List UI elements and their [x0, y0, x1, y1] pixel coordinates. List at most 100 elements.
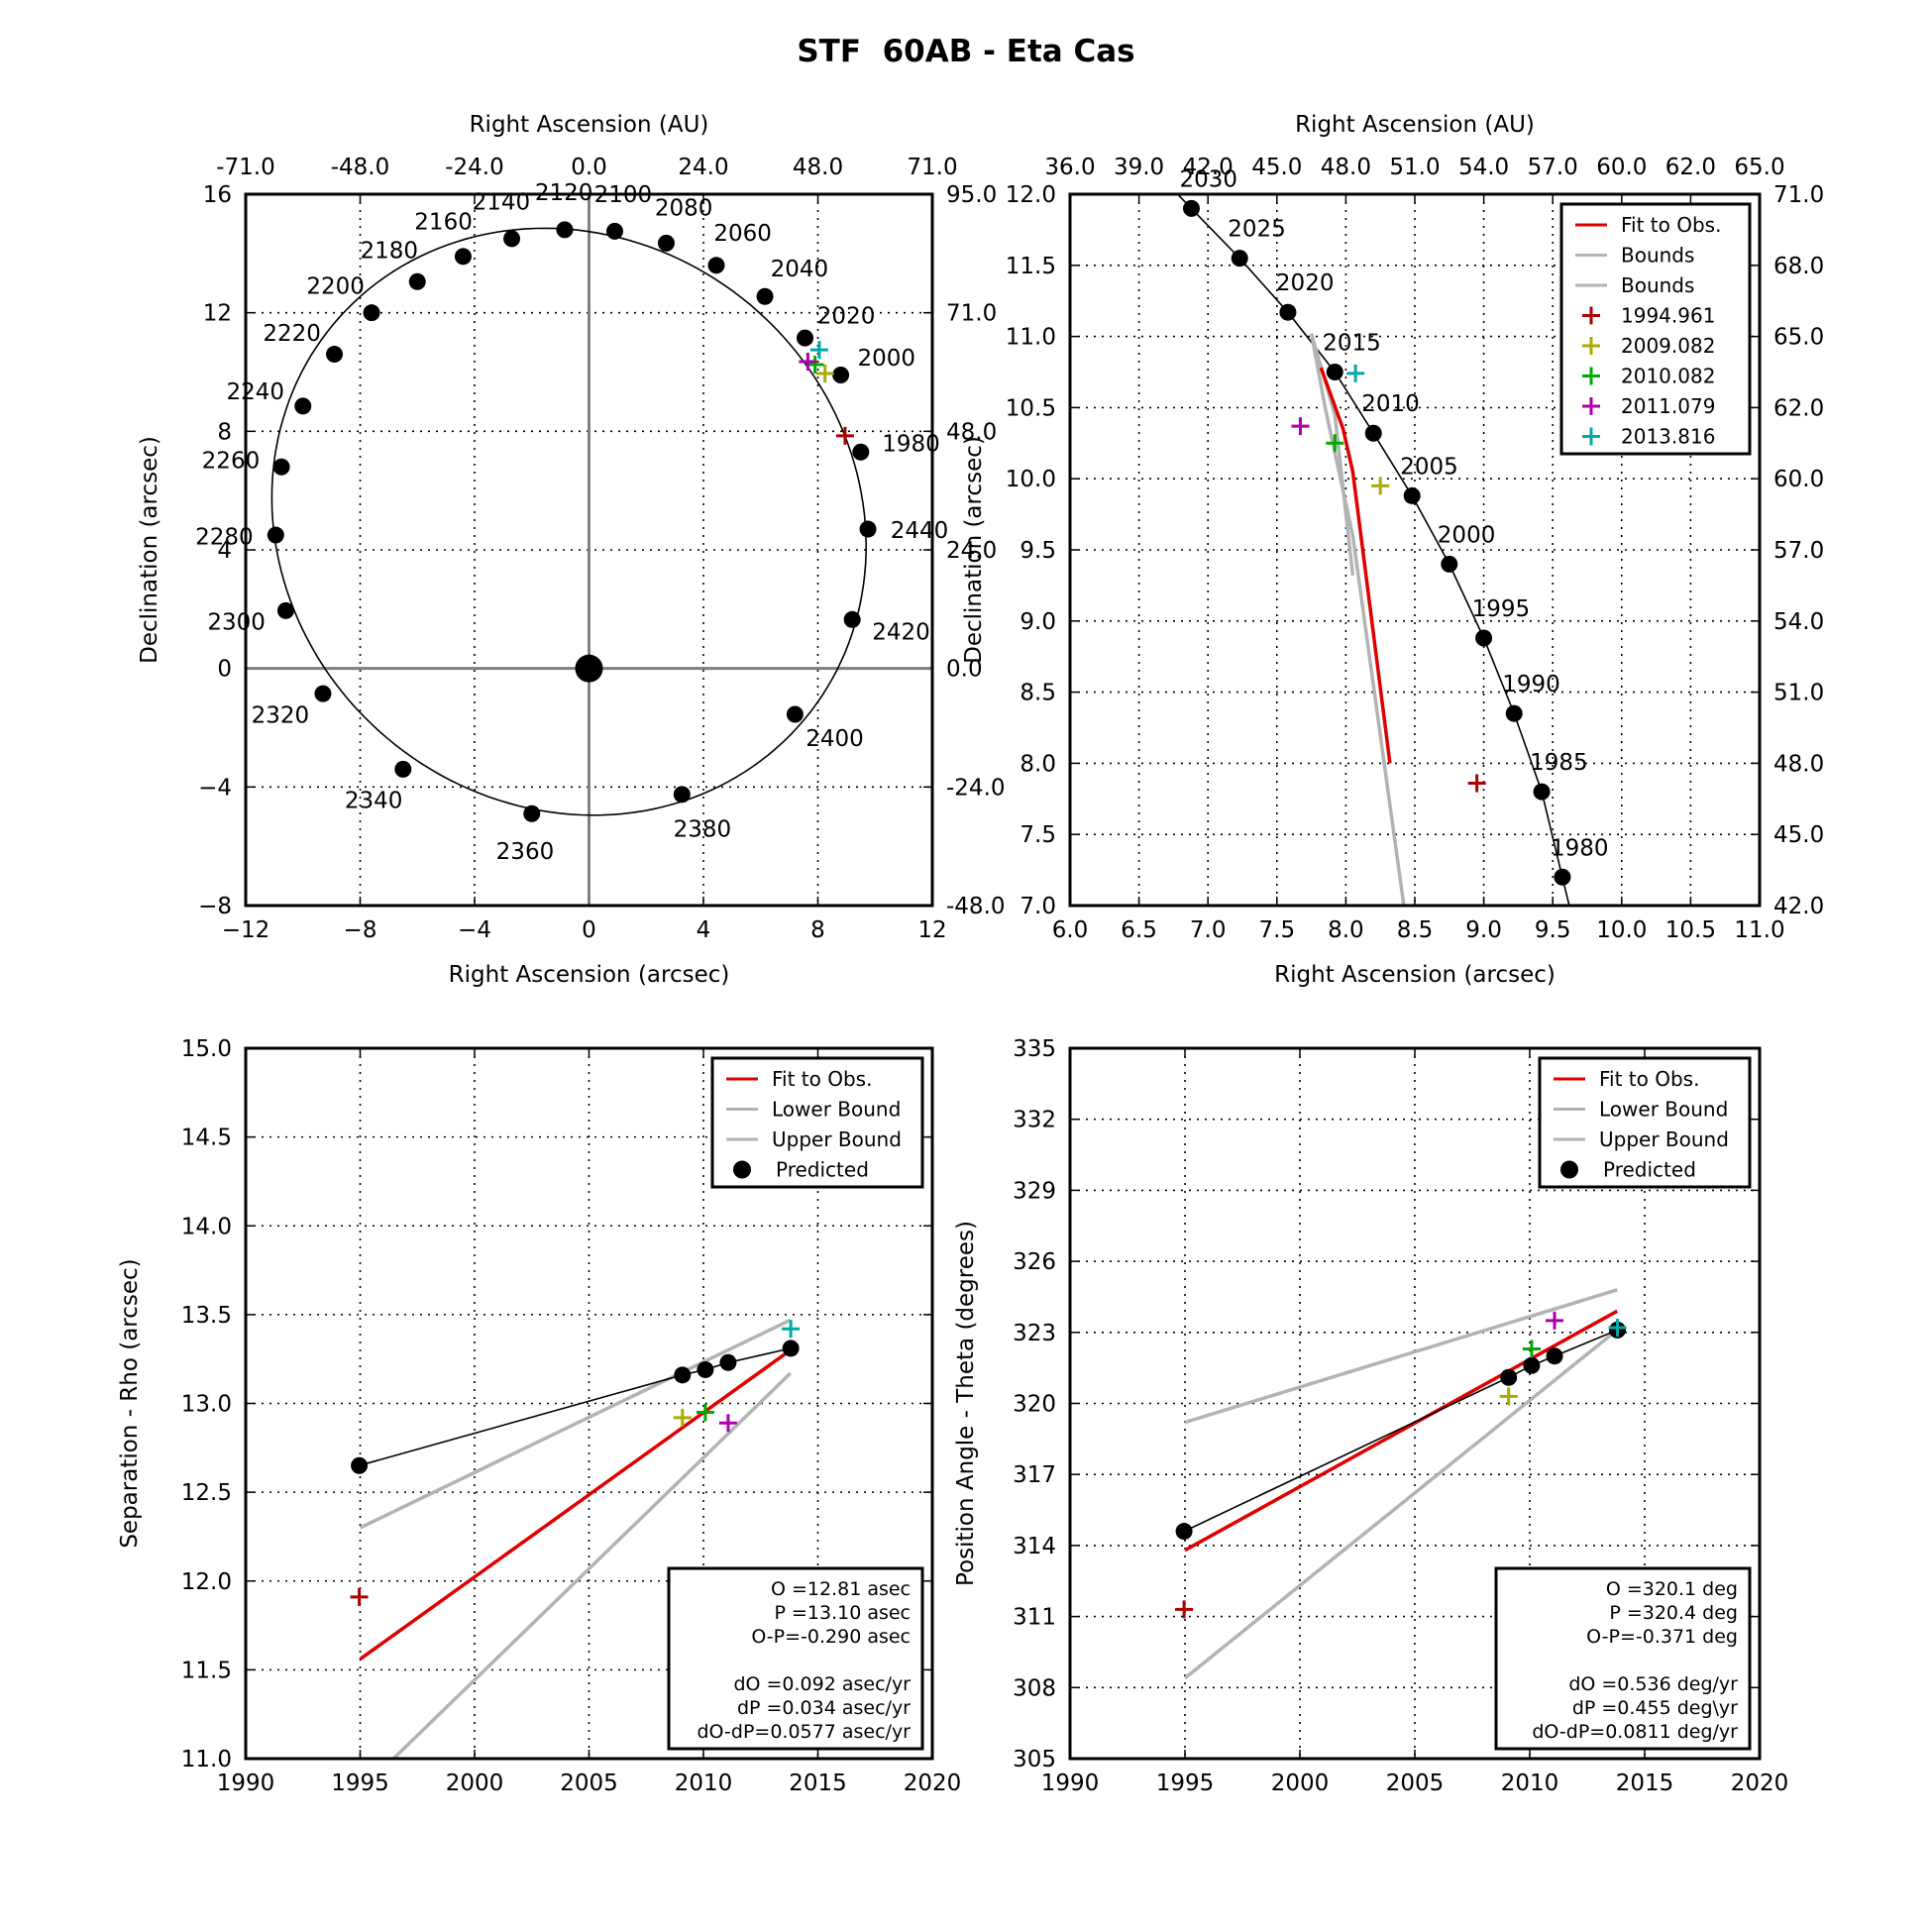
orbit-point-label: 1985 [1530, 750, 1588, 776]
orbit-point [657, 234, 675, 252]
orbit-point [363, 304, 380, 322]
orbit-point [1279, 303, 1297, 321]
top-tick-label: 54.0 [1458, 155, 1509, 180]
panel-orbit-zoom: 6.0 36.0 6.5 39.0 7.0 42.0 7.5 45.0 8.0 48.0 8.5 51… [961, 112, 1824, 988]
orbit-point [832, 366, 850, 383]
orbit-point [314, 685, 332, 702]
y-axis-label: Separation - Rho (arcsec) [117, 1258, 143, 1548]
predicted-point [351, 1456, 369, 1474]
top-tick-label: -24.0 [445, 155, 504, 180]
y-tick-label: 11.0 [1006, 325, 1056, 351]
legend-entry: Predicted [1603, 1158, 1696, 1182]
y-tick-label: 9.0 [1020, 609, 1056, 635]
y-tick-label: 332 [1013, 1108, 1056, 1133]
stats-line: O-P=-0.290 asec [751, 1626, 911, 1648]
y-axis-label: Position Angle - Theta (degrees) [953, 1221, 979, 1586]
orbit-point [1403, 486, 1421, 504]
top-tick-label: 48.0 [793, 155, 843, 180]
orbit-point-label: 2060 [713, 221, 772, 247]
observation-marker [1608, 1319, 1627, 1338]
x-tick-label: −8 [344, 917, 377, 943]
observation-marker [1546, 1311, 1564, 1330]
observation-marker [799, 353, 817, 372]
x-tick-label: −4 [458, 917, 491, 943]
orbit-point-label: 1980 [882, 432, 940, 458]
orbit-point [1326, 364, 1343, 380]
right-tick-label: 65.0 [1773, 325, 1824, 351]
x-tick-label: 2015 [789, 1771, 847, 1796]
top-axis-label: Right Ascension (AU) [1295, 112, 1535, 138]
legend-entry: 2011.079 [1621, 394, 1715, 418]
legend-swatch [1560, 1160, 1578, 1179]
right-tick-label: 62.0 [1773, 395, 1824, 421]
orbit-point [673, 786, 691, 804]
predicted-point [1175, 1523, 1193, 1541]
y-axis-label: Declination (arcsec) [961, 436, 987, 664]
x-tick-label: 1995 [331, 1771, 389, 1796]
x-tick-label: 8 [810, 917, 825, 943]
right-tick-label: 95.0 [946, 182, 997, 208]
legend-entry: Fit to Obs. [772, 1067, 872, 1091]
top-tick-label: 36.0 [1044, 155, 1095, 180]
y-tick-label: 15.0 [181, 1036, 232, 1062]
stats-line: O =12.81 asec [771, 1578, 911, 1600]
y-tick-label: 305 [1013, 1747, 1056, 1772]
top-tick-label: 57.0 [1528, 155, 1578, 180]
legend-swatch [1582, 367, 1600, 385]
right-tick-label: 0.0 [946, 657, 983, 683]
observation-marker [782, 1320, 801, 1339]
stats-line: P =13.10 asec [774, 1602, 911, 1624]
x-tick-label: 7.0 [1190, 917, 1227, 943]
stats-line: dO-dP=0.0577 asec/yr [698, 1721, 912, 1743]
stats-line: dO =0.536 deg/yr [1568, 1673, 1738, 1695]
observation-marker [809, 341, 828, 360]
top-tick-label: 65.0 [1734, 155, 1784, 180]
x-tick-label: 12 [917, 917, 946, 943]
orbit-point-label: 2080 [655, 196, 713, 222]
right-tick-label: 48.0 [1773, 751, 1824, 777]
orbit-point-label: 2360 [496, 839, 555, 865]
y-tick-label: 4 [217, 538, 232, 564]
y-tick-label: 12.5 [181, 1480, 232, 1506]
y-tick-label: 13.5 [181, 1303, 232, 1329]
y-tick-label: 8.5 [1020, 681, 1056, 706]
y-tick-label: 308 [1013, 1675, 1056, 1701]
observation-marker [1499, 1387, 1518, 1406]
y-tick-label: 14.0 [181, 1214, 232, 1239]
x-tick-label: 2010 [1501, 1771, 1559, 1796]
right-tick-label: 68.0 [1773, 254, 1824, 279]
x-tick-label: 1990 [217, 1771, 275, 1796]
bound-line [1309, 333, 1406, 906]
plot-frame [244, 1046, 934, 1761]
stats-line: P =320.4 deg [1609, 1602, 1738, 1624]
y-tick-label: −4 [198, 775, 232, 801]
legend-entry: Bounds [1621, 273, 1694, 297]
y-tick-label: 12.0 [181, 1569, 232, 1595]
predicted-point [1500, 1368, 1518, 1386]
orbit-point-label: 2000 [1438, 522, 1496, 548]
panel-theta: 1990 1995 2000 2005 2010 2015 2020 305 308 311 314… [953, 1036, 1788, 1796]
orbit-point [326, 346, 344, 364]
y-tick-label: 10.0 [1006, 467, 1056, 492]
predicted-point [1523, 1356, 1541, 1374]
predicted-point [674, 1366, 692, 1384]
legend-swatch [1582, 337, 1600, 355]
y-tick-label: 11.5 [1006, 254, 1056, 279]
legend-entry: Bounds [1621, 244, 1694, 268]
observation-marker [1346, 364, 1365, 382]
orbit-point [1441, 555, 1458, 573]
right-tick-label: 42.0 [1773, 894, 1824, 919]
y-tick-label: 12.0 [1006, 182, 1056, 208]
y-tick-label: 329 [1013, 1178, 1056, 1204]
top-tick-label: 0.0 [571, 155, 607, 180]
orbit-point [707, 257, 725, 274]
observation-marker [1522, 1340, 1541, 1358]
legend-entry: Lower Bound [1599, 1098, 1728, 1122]
y-tick-label: 311 [1013, 1605, 1056, 1631]
x-tick-label: 2020 [1731, 1771, 1789, 1796]
y-tick-label: 11.0 [181, 1747, 232, 1772]
orbit-point [1505, 704, 1523, 722]
orbit-point-label: 2015 [1323, 331, 1381, 357]
orbit-point-label: 2200 [306, 274, 365, 300]
y-tick-label: 314 [1013, 1534, 1056, 1559]
